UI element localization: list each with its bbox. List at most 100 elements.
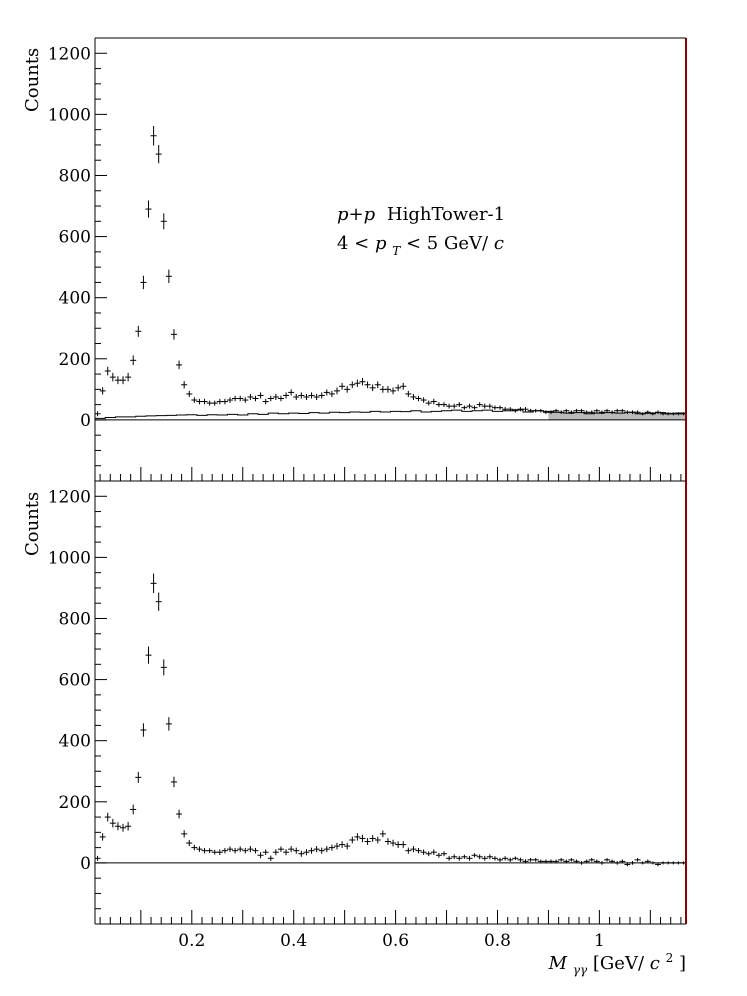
bottom-data-point [227,846,234,852]
bottom-data-point [201,847,208,854]
bottom-y-tick-label: 600 [59,671,91,691]
top-data-point [227,397,234,403]
top-data-point [395,384,402,392]
bottom-data-point [629,861,636,865]
bottom-data-point [502,856,509,861]
top-data-point [186,390,193,397]
top-data-point [181,381,188,389]
top-data-point [135,325,142,337]
bottom-data-point [247,846,254,853]
top-data-point [619,408,626,413]
bottom-data-point [181,830,188,838]
top-data-point [232,395,239,402]
bottom-data-point [211,849,218,855]
top-data-point [298,392,305,399]
top-data-point [339,382,346,390]
bottom-data-point [323,846,330,853]
bottom-data-point [379,830,386,838]
bottom-y-tick-label: 1200 [48,487,91,507]
bottom-data-point [170,776,177,788]
bottom-data-point [517,857,524,862]
top-data-point [558,410,565,415]
bottom-data-point [221,847,228,854]
top-data-point [201,398,208,405]
bottom-data-point [451,854,458,860]
bottom-data-point [573,859,580,864]
bottom-data-point [512,856,519,861]
bottom-data-point [537,859,544,864]
top-data-point [359,378,366,386]
top-data-point [420,397,427,403]
top-data-point [344,385,351,393]
bottom-data-point [446,855,453,861]
bottom-data-points [94,573,687,867]
top-data-point [206,400,213,406]
bottom-data-point [614,861,621,865]
bottom-data-point [665,861,672,865]
bottom-data-point [471,853,478,858]
top-axes: 0 200 400 600 800 1000 1200 [48,37,687,482]
top-y-axis-title: Counts [22,48,43,112]
top-data-point [303,393,310,401]
bottom-data-point [400,841,407,848]
bottom-data-point [497,857,504,862]
bottom-data-point [165,717,172,731]
bottom-data-point [532,858,539,862]
bottom-data-point [359,834,366,843]
bottom-y-tick-label: 400 [59,732,91,752]
bottom-data-point [420,849,427,855]
top-data-point [323,389,330,396]
x-tick-label: 0.6 [382,931,409,951]
top-data-point [522,407,529,412]
bottom-data-point [242,847,249,854]
top-data-point [604,408,611,413]
bottom-data-point [349,836,356,844]
top-data-point [588,410,595,415]
top-data-point [257,392,264,399]
bottom-data-point [334,842,341,850]
bottom-data-point [262,849,269,855]
top-data-point [553,408,560,413]
top-data-point [563,408,570,413]
top-data-point [211,400,218,406]
bottom-data-point [547,859,554,864]
bottom-data-point [150,573,157,594]
top-data-point [150,125,157,146]
bottom-data-point [435,852,442,858]
bottom-data-point [639,861,646,865]
annotation-trigger: HighTower-1 [387,204,505,225]
top-data-point [277,395,284,402]
top-background-histogram [94,409,686,420]
annotation-range-lo: 4 < [337,233,375,254]
bottom-data-point [619,859,626,864]
top-data-point [400,382,407,390]
bottom-data-point [135,771,142,783]
top-data-point [191,397,198,403]
top-data-point [670,412,677,416]
top-data-point [120,376,127,385]
bottom-panel: 0 200 400 600 800 1000 1200 0.2 0.4 0.6 0.8 1 Count… [22,480,687,977]
bottom-data-point [130,804,137,815]
bottom-data-point [303,849,310,856]
bottom-data-point [99,833,106,841]
top-data-point [125,372,132,382]
x-tick-label: 0.2 [178,931,205,951]
top-data-point [568,410,575,415]
bottom-data-point [440,851,447,857]
top-data-point [502,407,509,412]
annotation-sub-t: T [392,244,401,258]
top-data-point [379,385,386,393]
top-y-tick-label: 1000 [48,105,91,125]
bottom-data-point [328,844,335,851]
bottom-data-point [558,858,565,862]
top-annotation: p+p HighTower-1 4 < p T < 5 GeV/ c [337,204,505,258]
bottom-data-point [283,849,290,856]
bottom-data-point [583,859,590,864]
x-tick-label: 0.4 [280,931,307,951]
top-data-point [313,393,320,401]
bottom-y-tick-label: 200 [59,793,91,813]
bottom-data-point [425,851,432,857]
bottom-data-point [527,858,534,862]
bottom-data-point [649,861,656,865]
top-data-point [130,355,137,366]
